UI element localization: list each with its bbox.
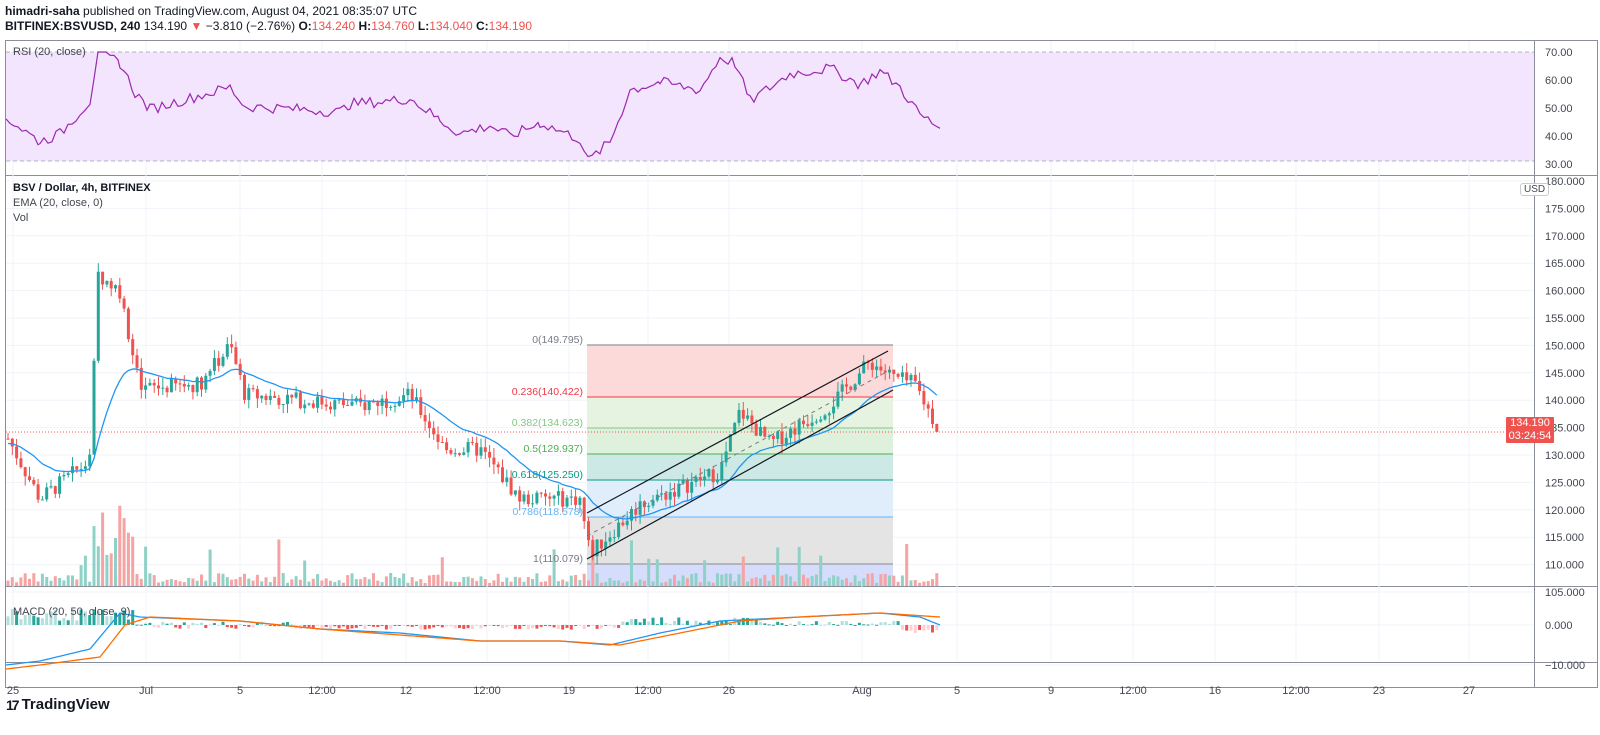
high-label: H:: [358, 19, 372, 33]
vol-legend[interactable]: Vol: [13, 212, 29, 224]
macd-legend[interactable]: MACD (20, 50, close, 9): [13, 605, 130, 620]
rsi-line: [5, 51, 941, 158]
svg-text:0.000: 0.000: [1545, 620, 1573, 632]
price-tick: 150.000: [1545, 340, 1585, 352]
ema-legend[interactable]: EMA (20, close, 0): [13, 197, 103, 209]
fib-level-0382: 0.382(134.623): [512, 417, 583, 429]
svg-text:30.00: 30.00: [1545, 159, 1573, 171]
fib-level-05: 0.5(129.937): [523, 443, 583, 455]
price-tick: 125.000: [1545, 477, 1585, 489]
tradingview-logo[interactable]: 17 TradingView: [6, 696, 110, 713]
parallel-channel[interactable]: [586, 350, 894, 560]
price-tick: 165.000: [1545, 258, 1585, 270]
time-tick: 19: [563, 685, 575, 697]
main-price-axis[interactable]: 180.000 175.000 170.000 165.000 160.000 155.0…: [1545, 176, 1585, 599]
price-tick: 155.000: [1545, 313, 1585, 325]
fib-level-0: 0(149.795): [532, 334, 583, 346]
fib-labels: 0(149.795) 0.236(140.422) 0.382(134.623)…: [512, 334, 583, 565]
fib-level-0236: 0.236(140.422): [512, 386, 583, 398]
price-tick: 145.000: [1545, 368, 1585, 380]
volume-bars: [6, 505, 939, 586]
down-arrow-icon: ▼: [190, 19, 203, 33]
price-tick: 175.000: [1545, 203, 1585, 215]
price-tick: 105.000: [1545, 587, 1585, 599]
time-tick: 12:00: [1119, 685, 1147, 697]
price-tick: 120.000: [1545, 505, 1585, 517]
time-tick: 5: [954, 685, 960, 697]
time-tick: 16: [1209, 685, 1221, 697]
last-price: 134.190: [143, 19, 188, 33]
price-tick: 140.000: [1545, 395, 1585, 407]
time-tick: 23: [1373, 685, 1385, 697]
time-axis[interactable]: 25 Jul 5 12:00 12 12:00 19 12:00 26 Aug 5 9 12:00 16 1…: [7, 685, 1475, 697]
rsi-legend[interactable]: RSI (20, close): [13, 45, 86, 60]
candlesticks: [6, 263, 939, 565]
low-value: 134.040: [429, 19, 473, 33]
price-tick: 130.000: [1545, 450, 1585, 462]
fib-level-0618: 0.618(125.250): [512, 469, 583, 481]
series-title: BSV / Dollar, 4h, BITFINEX: [13, 182, 151, 194]
time-tick: 26: [723, 685, 735, 697]
last-price-value: 134.190: [1510, 417, 1550, 429]
main-legend[interactable]: BSV / Dollar, 4h, BITFINEX EMA (20, clos…: [13, 181, 151, 226]
tradingview-logo-icon: 17: [6, 696, 20, 713]
ema-line: [7, 368, 938, 520]
price-tick: 170.000: [1545, 231, 1585, 243]
time-tick: 12:00: [634, 685, 662, 697]
symbol-label: BITFINEX:BSVUSD, 240: [5, 19, 141, 33]
open-value: 134.240: [311, 19, 356, 33]
macd-price-axis[interactable]: 0.000 −10.000: [1545, 620, 1585, 672]
chart-frame[interactable]: [5, 40, 1598, 688]
high-value: 134.760: [371, 19, 415, 33]
price-tick: 110.000: [1545, 560, 1584, 572]
fib-level-0786: 0.786(118.578): [513, 506, 583, 518]
signal-line: [5, 612, 941, 670]
time-tick: 27: [1463, 685, 1475, 697]
author-name[interactable]: himadri-saha: [5, 4, 80, 18]
close-value: 134.190: [488, 19, 533, 33]
svg-text:60.00: 60.00: [1545, 75, 1573, 87]
time-tick: 25: [7, 685, 19, 697]
price-change: −3.810 (−2.76%): [205, 19, 296, 33]
publish-info: himadri-saha published on TradingView.co…: [5, 3, 417, 19]
time-tick: 12: [400, 685, 412, 697]
low-label: L:: [417, 19, 430, 33]
time-tick: 9: [1048, 685, 1054, 697]
time-tick: 12:00: [308, 685, 336, 697]
rsi-price-axis[interactable]: 70.00 60.00 50.00 40.00 30.00: [1545, 47, 1573, 171]
svg-text:40.00: 40.00: [1545, 131, 1573, 143]
time-tick: Jul: [139, 685, 153, 697]
svg-text:−10.000: −10.000: [1545, 660, 1585, 672]
rsi-legend-text: RSI (20, close): [13, 46, 86, 58]
time-tick: 12:00: [1282, 685, 1310, 697]
bar-countdown: 03:24:54: [1508, 430, 1552, 442]
price-tick: 160.000: [1545, 286, 1585, 298]
time-tick: 5: [237, 685, 243, 697]
svg-text:50.00: 50.00: [1545, 103, 1573, 115]
time-tick: Aug: [852, 685, 872, 697]
rsi-band: [6, 52, 1534, 161]
open-label: O:: [298, 19, 312, 33]
last-price-tag: 134.190 03:24:54: [1506, 417, 1554, 443]
time-tick: 12:00: [473, 685, 501, 697]
fib-level-1: 1(110.079): [533, 553, 583, 565]
currency-badge[interactable]: USD: [1520, 183, 1550, 196]
symbol-ohlc-bar: BITFINEX:BSVUSD, 240 134.190 ▼ −3.810 (−…: [5, 18, 532, 34]
price-tick: 115.000: [1545, 532, 1584, 544]
svg-text:70.00: 70.00: [1545, 47, 1573, 59]
tradingview-logo-text: TradingView: [21, 696, 110, 713]
published-text: published on TradingView.com, August 04,…: [83, 4, 418, 18]
price-tick: 180.000: [1545, 176, 1585, 188]
macd-legend-text: MACD (20, 50, close, 9): [13, 606, 131, 618]
price-tick: 135.000: [1545, 423, 1585, 435]
close-label: C:: [475, 19, 489, 33]
